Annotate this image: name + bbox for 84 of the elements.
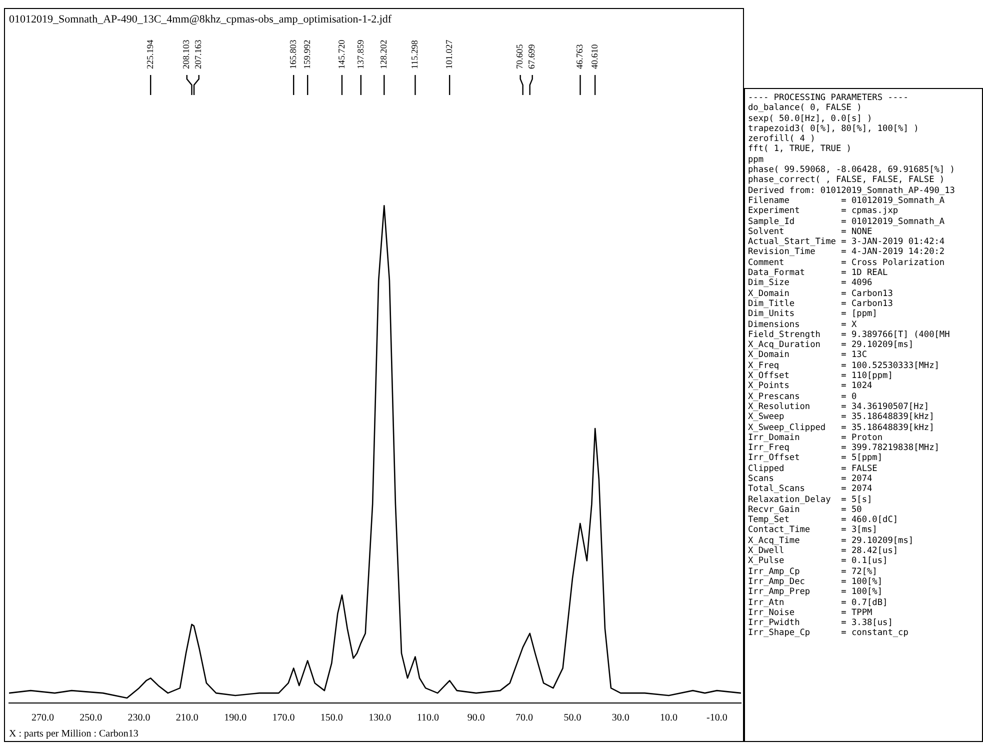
text: Dimensions = X [748,320,858,330]
text: phase_correct( , FALSE, FALSE, FALSE ) [748,175,946,186]
text: Irr_Offset = 5[ppm] [748,453,884,464]
x-tick-label: 130.0 [368,712,392,724]
annotation: 67.699 [526,44,537,69]
text: phase( 99.59068, -8.06428, 69.91685[%] ) [748,165,956,176]
x-tick-label: 110.0 [416,712,440,724]
text: Recvr_Gain = 50 [748,504,863,516]
annotation: 137.859 [355,39,366,69]
text: Irr_Noise = TPPM [748,608,874,618]
text: Dim_Title = Carbon13 [748,298,894,310]
text: Irr_Amp_Dec = 100[%] [748,576,884,588]
text: Clipped = FALSE [748,464,878,474]
x-tick-label: -10.0 [706,712,728,724]
annotation: 46.763 [574,44,585,69]
x-tick-label: 90.0 [467,712,485,724]
text: Irr_Freq = 399.78219838[MHz] [748,443,940,454]
text: zerofill( 4 ) [748,134,816,144]
text: X_Acq_Duration = 29.10209[ms] [748,340,915,350]
text: Temp_Set = 460.0[dC] [748,515,900,526]
text: Derived from: 01012019_Somnath_AP-490_13 [748,186,956,196]
text: Irr_Pwidth = 3.38[us] [748,618,894,628]
text: X_Freq = 100.52530333[MHz] [748,360,940,372]
annotation: 165.803 [288,39,298,69]
text: X_Offset = 110[ppm] [748,371,894,382]
x-tick-label: 190.0 [224,712,247,724]
text: X_Resolution = 34.36190507[Hz] [748,402,930,412]
text: X_Domain = 13C [748,350,868,361]
text: X_Prescans = 0 [748,392,858,402]
x-tick-label: 170.0 [272,712,295,724]
text: X_Sweep = 35.18648839[kHz] [748,412,936,422]
x-tick-label: 230.0 [128,712,150,724]
text: trapezoid3( 0[%], 80[%], 100[%] ) [748,124,920,134]
text: X_Points = 1024 [748,381,874,392]
x-tick-label: 30.0 [612,712,630,724]
text: Sample_Id = 01012019_Somnath_A [748,216,946,227]
text: do_balance( 0, FALSE ) [748,103,863,114]
x-tick-label: 10.0 [660,712,678,724]
text: Irr_Amp_Cp = 72[%] [748,566,878,577]
text: fft( 1, TRUE, TRUE ) [748,144,852,155]
text: Relaxation_Delay = 5[s] [748,494,874,505]
text: Field_Strength = 9.389766[T] (400[MH [748,330,951,340]
text: Data_Format = 1D REAL [748,268,889,278]
annotation: 208.103 [181,39,192,69]
text: sexp( 50.0[Hz], 0.0[s] ) [748,114,874,124]
text: X_Acq_Time = 29.10209[ms] [748,536,915,546]
text: Revision_Time = 4-JAN-2019 14:20:2 [748,247,946,258]
annotation: 225.194 [144,39,155,69]
annotation: 207.163 [193,39,204,69]
text: Irr_Amp_Prep = 100[%] [748,587,884,598]
annotation: 70.605 [514,44,525,69]
text: Comment = Cross Polarization [748,258,946,268]
text: Actual_Start_Time = 3-JAN-2019 01:42:4 [748,237,946,248]
text: X_Dwell = 28.42[us] [748,546,900,556]
annotation: 159.992 [302,40,312,69]
text: Scans = 2074 [748,474,874,484]
annotation: 115.298 [410,40,420,69]
x-tick-label: 250.0 [80,712,102,724]
text: Filename = 01012019_Somnath_A [748,196,946,206]
text: Solvent = NONE [748,226,874,237]
annotation: 40.610 [589,44,600,69]
x-axis-title: X : parts per Million : Carbon13 [9,728,138,740]
text: Total_Scans = 2074 [748,484,874,495]
text: Irr_Atn = 0.7[dB] [748,598,889,608]
text: X_Sweep_Clipped = 35.18648839[kHz] [748,422,936,433]
text: ppm [748,154,765,166]
x-tick-label: 50.0 [564,712,582,724]
chart-title: 01012019_Somnath_AP-490_13C_4mm@8khz_cpmas-obs_amp_optimisation-1-2.jdf [9,13,392,26]
x-tick-label: 270.0 [31,712,54,724]
text: Irr_Shape_Cp = constant_cp [748,628,910,639]
text: X_Domain = Carbon13 [748,288,894,299]
annotation: 128.202 [378,40,389,69]
text: Dim_Size = 4096 [748,278,874,289]
annotation: 101.027 [444,39,454,69]
text: Dim_Units = [ppm] [748,309,878,320]
x-tick-label: 150.0 [320,712,343,724]
x-tick-label: 210.0 [176,712,198,724]
annotation: 145.720 [336,39,346,69]
text: X_Pulse = 0.1[us] [748,556,889,567]
text: ---- PROCESSING PARAMETERS ---- [748,93,910,103]
text: Contact_Time = 3[ms] [748,525,878,536]
text: Experiment = cpmas.jxp [748,206,900,217]
x-tick-label: 70.0 [516,712,534,724]
text: Irr_Domain = Proton [748,432,884,444]
